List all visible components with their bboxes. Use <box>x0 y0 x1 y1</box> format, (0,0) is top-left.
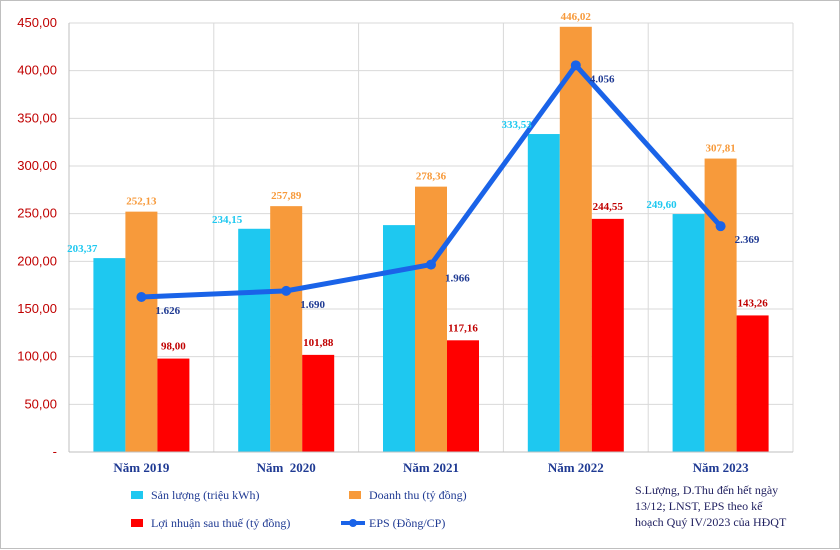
bar-doanh-thu <box>559 26 592 453</box>
legend-swatch <box>131 491 143 499</box>
bar-doanh-thu <box>270 206 303 452</box>
data-label: 446,02 <box>561 11 592 23</box>
y-tick-label: 200,00 <box>17 253 57 268</box>
legend-swatch <box>131 519 143 527</box>
y-tick-label: 350,00 <box>17 110 57 125</box>
footnote-line: S.Lượng, D.Thu đến hết ngày <box>635 483 778 497</box>
eps-point <box>715 221 726 232</box>
y-tick-label: 450,00 <box>17 15 57 30</box>
bar-loi-nhuan <box>157 358 190 452</box>
bar-san-luong <box>527 134 560 452</box>
data-label: 249,60 <box>646 199 677 211</box>
bar-doanh-thu <box>125 211 158 452</box>
data-label: 307,81 <box>705 143 735 155</box>
bar-loi-nhuan <box>447 340 479 452</box>
footnote-line: 13/12; LNST, EPS theo kế <box>635 499 763 513</box>
x-tick-label: Năm 2020 <box>257 460 316 475</box>
data-label: 98,00 <box>161 341 186 353</box>
data-label: 117,16 <box>448 322 478 334</box>
x-tick-label: Năm 2019 <box>113 460 169 475</box>
y-tick-label: 50,00 <box>24 396 57 411</box>
x-axis: Năm 2019 Năm 2020 Năm 2021 Năm 2022 Năm 2023 <box>69 451 793 475</box>
legend: Sản lượng (triệu kWh) Doanh thu (tỷ đồng)… <box>131 488 467 530</box>
data-label: 257,89 <box>271 190 302 202</box>
bar-series <box>93 26 769 453</box>
x-tick-label: Năm 2023 <box>693 460 749 475</box>
eps-label: 4.056 <box>590 73 615 85</box>
data-label: 143,26 <box>737 297 768 309</box>
bar-san-luong <box>672 214 705 452</box>
eps-label: 1.690 <box>300 299 325 311</box>
data-labels: 203,37 234,15 333,53 249,60 252,13 257,89 278,… <box>67 11 768 353</box>
footnote-line: hoạch Quý IV/2023 của HĐQT <box>635 515 787 529</box>
eps-point <box>570 60 581 71</box>
y-tick-label: 300,00 <box>17 158 57 173</box>
eps-point <box>426 259 436 270</box>
y-tick-label: - <box>53 444 57 459</box>
data-label: 278,36 <box>416 171 447 183</box>
data-label: 333,53 <box>502 119 533 131</box>
bar-loi-nhuan <box>736 315 769 452</box>
eps-point <box>136 291 147 302</box>
bar-san-luong <box>238 228 271 452</box>
legend-label: Doanh thu (tỷ đồng) <box>369 488 467 502</box>
legend-label: EPS (Đồng/CP) <box>369 516 445 530</box>
y-tick-label: 150,00 <box>17 301 57 316</box>
bar-doanh-thu <box>704 158 737 452</box>
y-tick-label: 400,00 <box>17 63 57 78</box>
x-tick-label: Năm 2021 <box>403 460 459 475</box>
bar-san-luong <box>383 225 415 452</box>
data-label: 203,37 <box>67 243 98 255</box>
y-axis: - 50,00 100,00 150,00 200,00 250,00 300,00 350,… <box>17 15 70 459</box>
data-label: 234,15 <box>212 214 243 226</box>
legend-swatch <box>349 491 361 499</box>
y-tick-label: 100,00 <box>17 349 57 364</box>
eps-label: 1.966 <box>445 273 470 285</box>
eps-label: 2.369 <box>735 234 760 246</box>
footnote: S.Lượng, D.Thu đến hết ngày 13/12; LNST, … <box>635 483 787 529</box>
eps-label: 1.626 <box>155 305 180 317</box>
bar-loi-nhuan <box>591 218 624 452</box>
y-tick-label: 250,00 <box>17 206 57 221</box>
data-label: 101,88 <box>303 337 334 349</box>
bar-san-luong <box>93 258 126 452</box>
data-label: 252,13 <box>126 196 157 208</box>
x-tick-label: Năm 2022 <box>548 460 604 475</box>
data-label: 244,55 <box>593 201 624 213</box>
eps-point <box>281 285 292 296</box>
bar-doanh-thu <box>415 186 447 452</box>
legend-label: Sản lượng (triệu kWh) <box>151 488 260 502</box>
legend-swatch-marker <box>349 519 357 527</box>
eps-line-series <box>136 60 726 302</box>
legend-label: Lợi nhuận sau thuế (tỷ đồng) <box>151 516 290 530</box>
bar-loi-nhuan <box>302 354 335 452</box>
